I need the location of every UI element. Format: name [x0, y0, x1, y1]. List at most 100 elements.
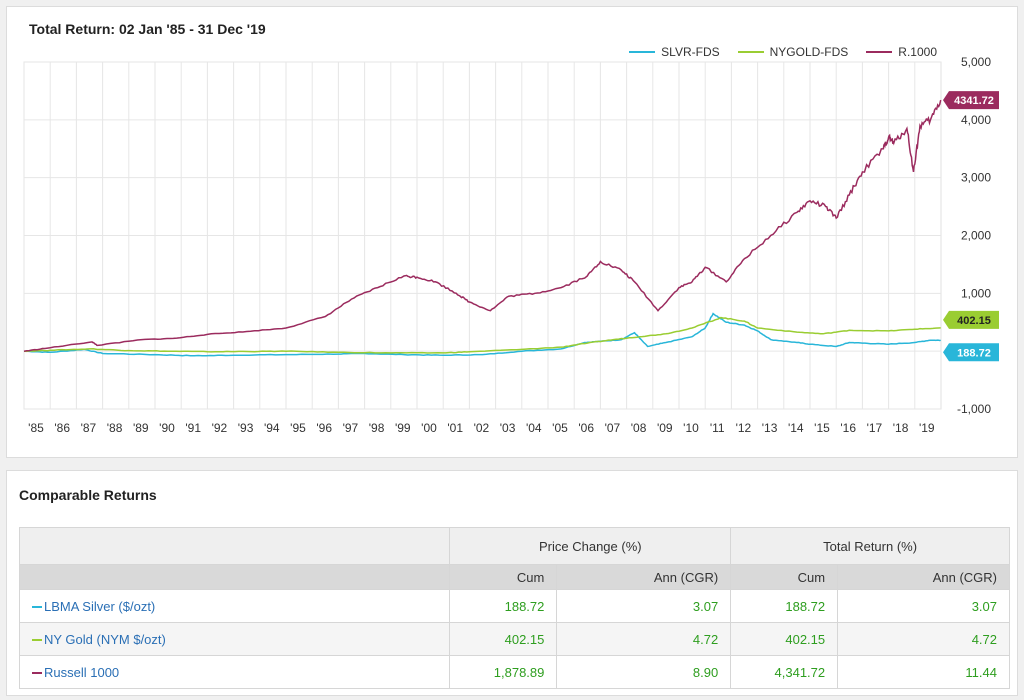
x-tick-label: '06	[578, 421, 594, 435]
x-tick-label: '08	[631, 421, 647, 435]
row-name-cell[interactable]: NY Gold (NYM $/ozt)	[18, 622, 451, 656]
legend-label-r1000: R.1000	[898, 45, 937, 59]
header-price-ann[interactable]: Ann (CGR)	[556, 564, 732, 590]
y-tick-label: 5,000	[961, 55, 991, 69]
table-group-header-row: Price Change (%) Total Return (%)	[18, 527, 1010, 565]
legend-swatch-r1000	[866, 51, 893, 53]
x-tick-label: '92	[212, 421, 228, 435]
chart-title: Total Return: 02 Jan '85 - 31 Dec '19	[29, 21, 266, 37]
series-dash-icon	[32, 639, 42, 642]
cell-price-ann: 3.07	[556, 589, 732, 623]
cell-price-cum: 402.15	[449, 622, 558, 656]
x-tick-label: '95	[290, 421, 306, 435]
x-tick-label: '89	[133, 421, 149, 435]
x-tick-label: '12	[736, 421, 752, 435]
x-tick-label: '98	[369, 421, 385, 435]
header-price-change[interactable]: Price Change (%)	[449, 527, 732, 565]
end-label-badge	[943, 343, 999, 362]
comparable-returns-panel: Comparable Returns Price Change (%) Tota…	[6, 470, 1018, 696]
x-tick-label: '15	[814, 421, 830, 435]
cell-price-cum: 1,878.89	[449, 655, 558, 689]
section-title: Comparable Returns	[19, 487, 157, 503]
header-total-cum[interactable]: Cum	[730, 564, 839, 590]
cell-price-ann: 8.90	[556, 655, 732, 689]
y-tick-label: 3,000	[961, 171, 991, 185]
x-tick-label: '00	[421, 421, 437, 435]
cell-total-ann: 11.44	[837, 655, 1010, 689]
chart-panel: '85 '86 '87 '88 '89 '90 '91 '92 '93 '94 '95 '96 '97 '…	[6, 6, 1018, 458]
x-tick-label: '85	[28, 421, 44, 435]
x-tick-label: '02	[474, 421, 490, 435]
cell-total-ann: 4.72	[837, 622, 1010, 656]
end-label-text: 188.72	[957, 347, 991, 359]
table-header-blank	[18, 527, 451, 565]
series-line-r-1000[interactable]	[23, 99, 942, 352]
cell-total-ann: 3.07	[837, 589, 1010, 623]
series-dash-icon	[32, 672, 42, 675]
legend-swatch-slvr	[629, 51, 656, 53]
x-tick-label: '17	[867, 421, 883, 435]
x-tick-label: '87	[81, 421, 97, 435]
cell-price-cum: 188.72	[449, 589, 558, 623]
row-name[interactable]: LBMA Silver ($/ozt)	[44, 598, 156, 614]
table-header-blank	[18, 564, 451, 590]
x-tick-label: '93	[238, 421, 254, 435]
x-tick-label: '94	[264, 421, 280, 435]
series-line-nygold-fds[interactable]	[23, 316, 941, 354]
row-name-cell[interactable]: LBMA Silver ($/ozt)	[18, 589, 451, 623]
x-tick-label: '01	[447, 421, 463, 435]
legend-item-r1000[interactable]: R.1000	[866, 45, 937, 59]
x-tick-label: '13	[762, 421, 778, 435]
y-tick-label: 2,000	[961, 229, 991, 243]
header-total-return[interactable]: Total Return (%)	[730, 527, 1010, 565]
table-row: LBMA Silver ($/ozt) 188.72 3.07 188.72 3…	[18, 589, 1010, 623]
end-label-text: 4341.72	[954, 95, 994, 107]
legend-label-nygold: NYGOLD-FDS	[769, 45, 849, 59]
cell-price-ann: 4.72	[556, 622, 732, 656]
end-label-nygold-fds: 402.15	[943, 310, 999, 329]
x-tick-label: '19	[919, 421, 935, 435]
legend-item-slvr[interactable]: SLVR-FDS	[629, 45, 720, 59]
legend-label-slvr: SLVR-FDS	[661, 45, 720, 59]
end-label-text: 402.15	[957, 315, 991, 327]
x-tick-label: '14	[788, 421, 804, 435]
series-dash-icon	[32, 606, 42, 609]
header-total-ann[interactable]: Ann (CGR)	[837, 564, 1010, 590]
end-label-badge	[943, 310, 999, 329]
cell-total-cum: 4,341.72	[730, 655, 839, 689]
table-row: Russell 1000 1,878.89 8.90 4,341.72 11.4…	[18, 655, 1010, 689]
x-tick-label: '86	[54, 421, 70, 435]
x-tick-label: '18	[893, 421, 909, 435]
y-tick-label: -1,000	[957, 402, 991, 416]
x-tick-label: '16	[840, 421, 856, 435]
end-label-badge	[943, 91, 999, 110]
x-tick-label: '99	[395, 421, 411, 435]
header-price-cum[interactable]: Cum	[449, 564, 558, 590]
row-name-cell[interactable]: Russell 1000	[18, 655, 451, 689]
row-name[interactable]: Russell 1000	[44, 664, 120, 680]
end-label-slvr-fds: 188.72	[943, 343, 999, 362]
legend-item-nygold[interactable]: NYGOLD-FDS	[737, 45, 849, 59]
cell-total-cum: 402.15	[730, 622, 839, 656]
x-tick-label: '04	[526, 421, 542, 435]
x-tick-label: '96	[316, 421, 332, 435]
chart-legend: SLVR-FDS NYGOLD-FDS R.1000	[629, 45, 937, 59]
y-tick-label: 1,000	[961, 286, 991, 300]
end-label-r-1000: 4341.72	[943, 91, 999, 110]
x-tick-label: '07	[605, 421, 621, 435]
x-tick-label: '97	[343, 421, 359, 435]
y-tick-label: 4,000	[961, 113, 991, 127]
legend-swatch-nygold	[737, 51, 764, 53]
table-row: NY Gold (NYM $/ozt) 402.15 4.72 402.15 4…	[18, 622, 1010, 656]
x-tick-label: '91	[185, 421, 201, 435]
x-tick-label: '09	[657, 421, 673, 435]
x-tick-label: '11	[710, 421, 725, 435]
table-sub-header-row: Cum Ann (CGR) Cum Ann (CGR)	[18, 564, 1010, 590]
x-tick-label: '10	[683, 421, 699, 435]
comparable-returns-table: Price Change (%) Total Return (%) Cum An…	[18, 527, 1010, 689]
cell-total-cum: 188.72	[730, 589, 839, 623]
series-line-slvr-fds[interactable]	[23, 312, 941, 357]
x-tick-label: '03	[500, 421, 516, 435]
x-tick-label: '05	[552, 421, 568, 435]
row-name[interactable]: NY Gold (NYM $/ozt)	[44, 631, 166, 647]
